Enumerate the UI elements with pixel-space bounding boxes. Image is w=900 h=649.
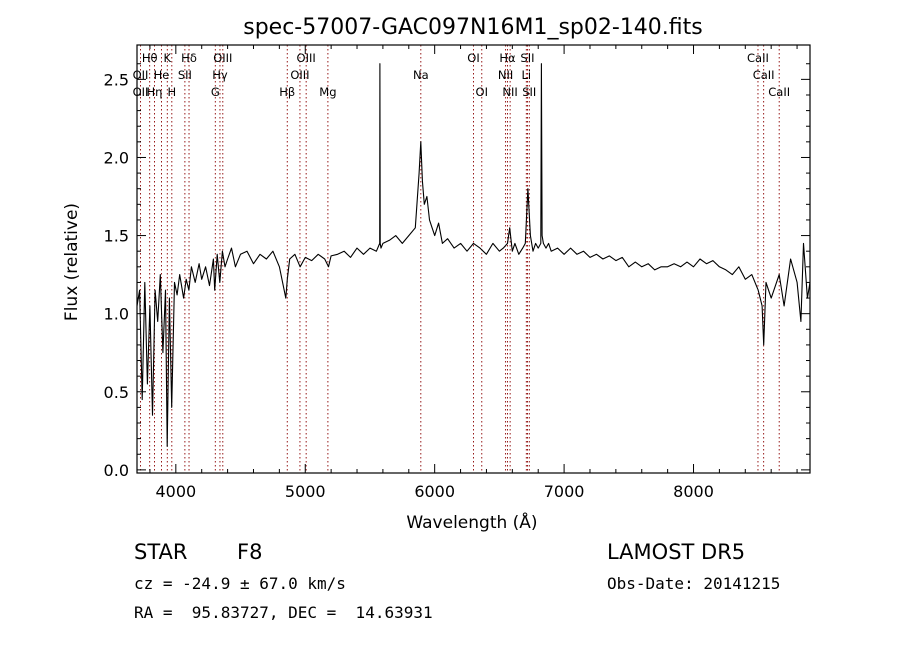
object-subclass: F8 [237, 540, 263, 564]
x-tick-label-8000: 8000 [673, 482, 714, 501]
line-label-16: Li [521, 68, 531, 82]
line-label-25: NII [502, 85, 517, 99]
line-label-15: NII [498, 68, 513, 82]
observation-date: Obs-Date: 20141215 [607, 574, 781, 593]
line-label-27: CaII [768, 85, 790, 99]
emission-line-labels: Hθ K Hδ OIII OIII OI Hα SII CaII OII He SII Hγ OIII Na… [133, 51, 791, 99]
line-label-11: SII [178, 68, 192, 82]
x-tick-label-5000: 5000 [285, 482, 326, 501]
x-tick-label-7000: 7000 [544, 482, 585, 501]
line-label-20: H [167, 85, 176, 99]
x-tick-label-4000: 4000 [155, 482, 196, 501]
x-axis: 4000 5000 6000 7000 8000 [149, 45, 798, 501]
y-tick-label-5: 2.5 [104, 70, 129, 89]
line-label-12: Hγ [212, 68, 228, 82]
line-label-14: Na [413, 68, 429, 82]
y-tick-label-0: 0.0 [104, 461, 129, 480]
y-tick-label-1: 0.5 [104, 383, 129, 402]
y-tick-label-3: 1.5 [104, 227, 129, 246]
redshift-velocity: cz = -24.9 ± 67.0 km/s [134, 574, 346, 593]
y-axis: 0.0 0.5 1.0 1.5 2.0 2.5 [104, 63, 810, 480]
y-tick-label-2: 1.0 [104, 305, 129, 324]
line-label-24: OI [476, 85, 488, 99]
emission-line-markers [140, 45, 780, 473]
line-label-19: Hη [147, 85, 163, 99]
line-label-8: CaII [747, 51, 769, 65]
y-tick-label-4: 2.0 [104, 148, 129, 167]
line-label-10: He [154, 68, 170, 82]
line-label-5: OI [467, 51, 479, 65]
line-label-4: OIII [297, 51, 316, 65]
y-axis-label: Flux (relative) [62, 203, 82, 321]
survey-name: LAMOST DR5 [607, 540, 746, 564]
line-label-17: CaII [753, 68, 775, 82]
line-label-6: Hα [499, 51, 516, 65]
line-label-13: OIII [290, 68, 309, 82]
x-tick-label-6000: 6000 [414, 482, 455, 501]
ra-dec-coordinates: RA = 95.83727, DEC = 14.63931 [134, 603, 433, 622]
line-label-7: SII [520, 51, 534, 65]
line-label-2: Hδ [181, 51, 197, 65]
line-label-3: OIII [213, 51, 232, 65]
line-label-1: K [164, 51, 172, 65]
line-label-26: SII [522, 85, 536, 99]
line-label-23: Mg [319, 85, 336, 99]
spectrum-line [136, 63, 811, 447]
line-label-0: Hθ [142, 51, 158, 65]
plot-frame [136, 44, 811, 474]
object-class: STAR [134, 540, 188, 564]
line-label-21: G [211, 85, 220, 99]
line-label-9: OII [133, 68, 149, 82]
x-axis-label: Wavelength (Å) [406, 511, 537, 533]
line-label-22: Hβ [279, 85, 295, 99]
chart-title: spec-57007-GAC097N16M1_sp02-140.fits [243, 15, 703, 40]
